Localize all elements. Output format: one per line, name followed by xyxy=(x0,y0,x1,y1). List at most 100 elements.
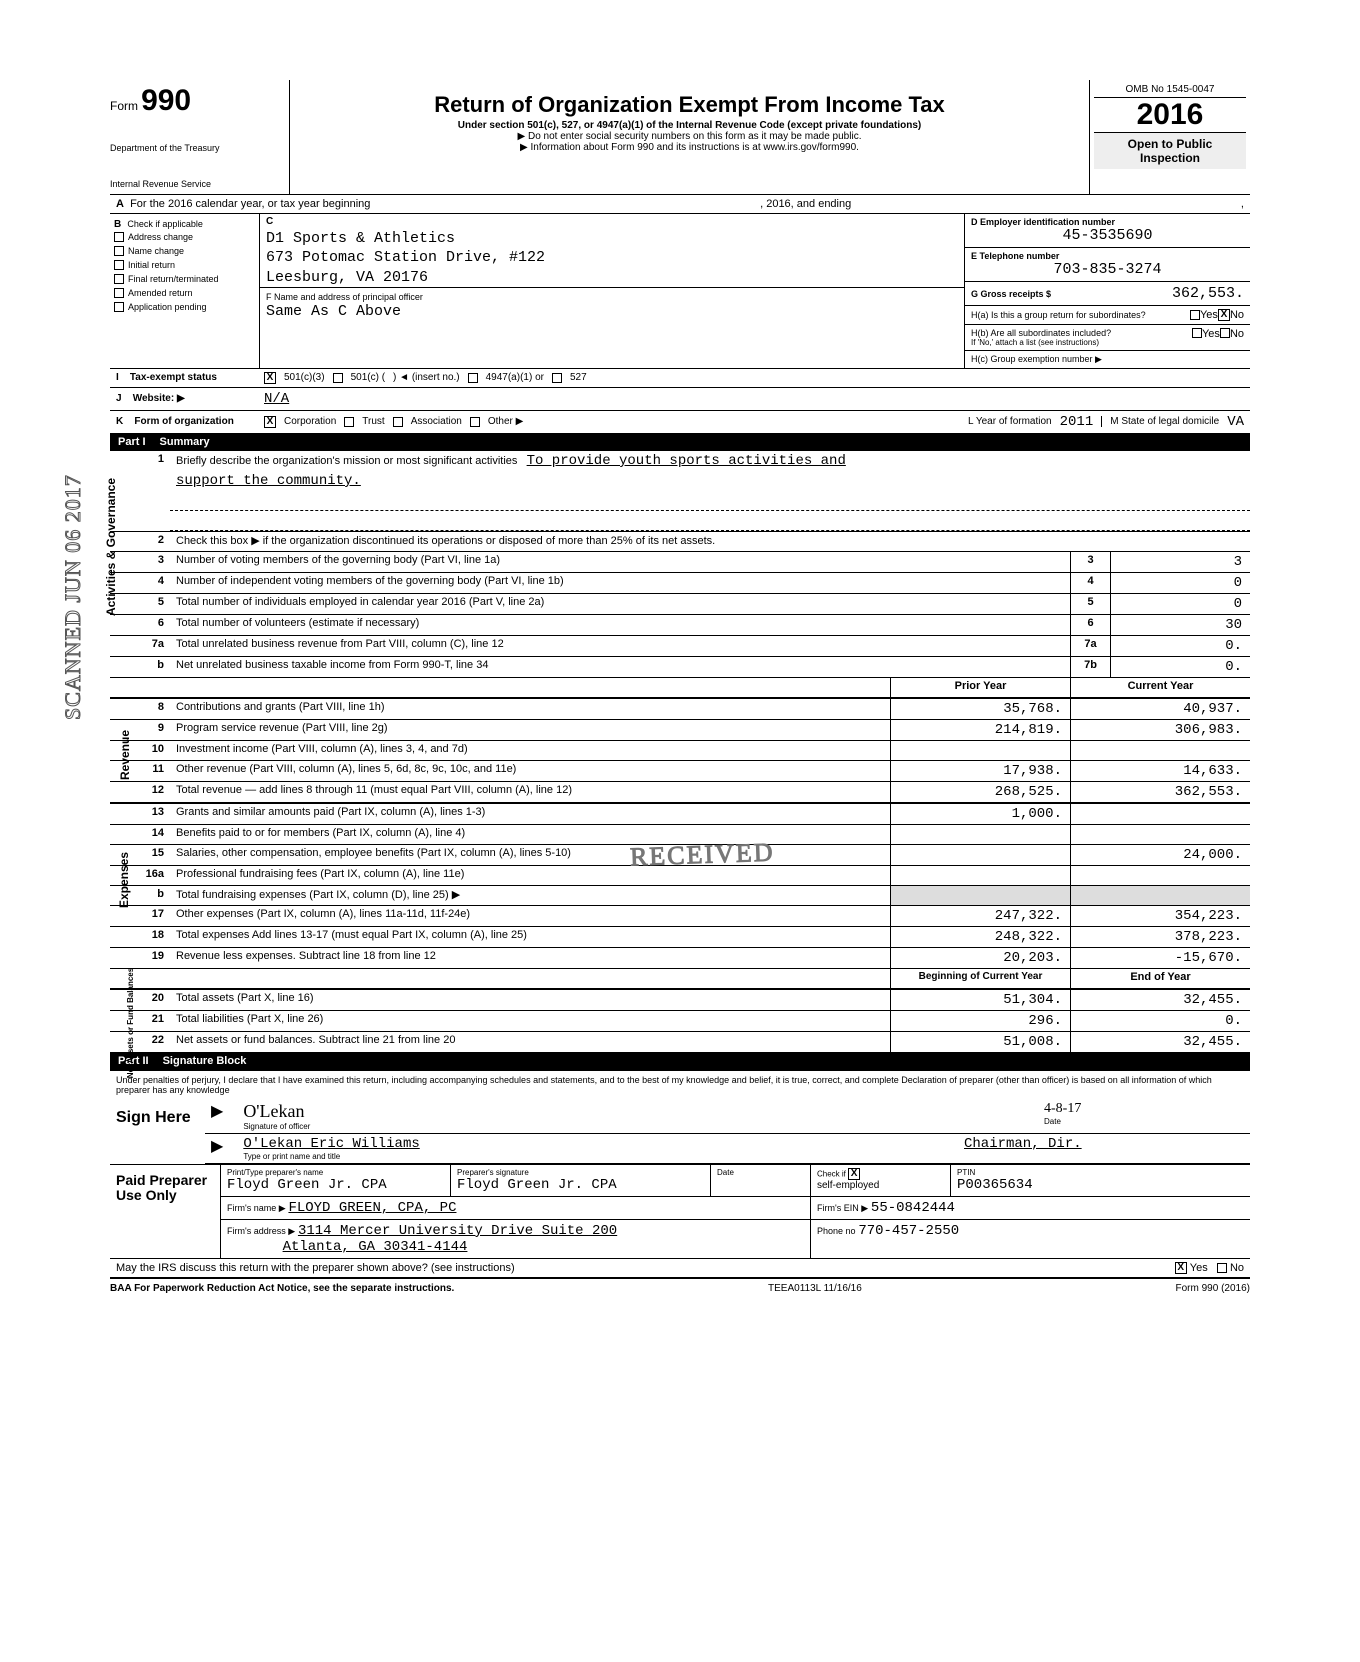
line20-curr: 32,455. xyxy=(1070,990,1250,1010)
a-label: A xyxy=(116,198,124,210)
signature-label: Signature of officer xyxy=(243,1122,1024,1131)
checkbox-icon[interactable] xyxy=(333,373,343,383)
line19-prior: 20,203. xyxy=(890,948,1070,968)
checkbox-icon[interactable] xyxy=(114,274,124,284)
cb-application-pending: Application pending xyxy=(128,302,207,312)
state-domicile-label: M State of legal domicile xyxy=(1101,416,1219,427)
checkbox-icon[interactable] xyxy=(114,288,124,298)
checkbox-icon[interactable] xyxy=(1217,1263,1227,1273)
top-grid: B Check if applicable Address change Nam… xyxy=(110,214,1250,369)
line8-curr: 40,937. xyxy=(1070,699,1250,719)
discuss-row: May the IRS discuss this return with the… xyxy=(110,1259,1250,1279)
checkbox-icon[interactable] xyxy=(552,373,562,383)
opt-association: Association xyxy=(411,416,462,427)
line18-curr: 378,223. xyxy=(1070,927,1250,947)
form-title: Return of Organization Exempt From Incom… xyxy=(300,92,1079,118)
line17-curr: 354,223. xyxy=(1070,906,1250,926)
checkbox-icon[interactable] xyxy=(114,260,124,270)
checkbox-icon[interactable] xyxy=(470,417,480,427)
header-right: OMB No 1545-0047 2016 Open to Public Ins… xyxy=(1090,80,1250,194)
checkbox-icon[interactable] xyxy=(114,232,124,242)
hb-label: H(b) Are all subordinates included? xyxy=(971,328,1192,338)
prep-h3: Date xyxy=(717,1168,804,1177)
line12-text: Total revenue — add lines 8 through 11 (… xyxy=(170,782,890,802)
hb-note: If 'No,' attach a list (see instructions… xyxy=(971,338,1192,347)
line11-prior: 17,938. xyxy=(890,761,1070,781)
check-if-applicable: Check if applicable xyxy=(127,219,203,229)
hb-no: No xyxy=(1230,328,1244,347)
line4-text: Number of independent voting members of … xyxy=(170,573,1070,593)
line16b-curr-shade xyxy=(1070,886,1250,905)
org-addr2: Leesburg, VA 20176 xyxy=(260,268,964,288)
officer-name: O'Lekan Eric Williams xyxy=(243,1136,419,1152)
f-section: F Name and address of principal officer … xyxy=(260,287,964,326)
line14-prior xyxy=(890,825,1070,844)
line10-curr xyxy=(1070,741,1250,760)
opt-527: 527 xyxy=(570,372,587,383)
part2-title: Signature Block xyxy=(163,1055,247,1067)
line17-prior: 247,322. xyxy=(890,906,1070,926)
open-line2: Inspection xyxy=(1094,151,1246,165)
k-letter: K xyxy=(116,416,123,427)
signature-block: Under penalties of perjury, I declare th… xyxy=(110,1069,1250,1164)
checkbox-icon[interactable] xyxy=(1190,310,1200,320)
current-year-header: Current Year xyxy=(1070,678,1250,697)
beg-end-header: Beginning of Current Year End of Year xyxy=(110,969,1250,989)
checkbox-icon[interactable] xyxy=(468,373,478,383)
scanned-stamp: SCANNED JUN 06 2017 xyxy=(60,474,86,720)
line13-text: Grants and similar amounts paid (Part IX… xyxy=(170,804,890,824)
checkbox-checked-icon[interactable]: X xyxy=(264,372,276,384)
line19-curr: -15,670. xyxy=(1070,948,1250,968)
line12-curr: 362,553. xyxy=(1070,782,1250,802)
line3-value: 3 xyxy=(1110,552,1250,572)
line18-text: Total expenses Add lines 13-17 (must equ… xyxy=(170,927,890,947)
opt-other: Other ▶ xyxy=(488,416,523,427)
line8-text: Contributions and grants (Part VIII, lin… xyxy=(170,699,890,719)
checkbox-icon[interactable] xyxy=(1220,328,1230,338)
checkbox-icon[interactable] xyxy=(114,246,124,256)
ein-value: 45-3535690 xyxy=(971,227,1244,244)
dash-line xyxy=(170,491,1250,511)
b-label: B xyxy=(114,219,121,230)
part1-title: Summary xyxy=(160,436,210,448)
form-line2: ▶ Do not enter social security numbers o… xyxy=(300,131,1079,142)
line21-prior: 296. xyxy=(890,1011,1070,1031)
line5-value: 0 xyxy=(1110,594,1250,614)
part2-header: Part II Signature Block xyxy=(110,1053,1250,1069)
cb-amended-return: Amended return xyxy=(128,288,193,298)
net-assets-section: Net Assets or Fund Balances 20Total asse… xyxy=(110,989,1250,1053)
checkbox-icon[interactable] xyxy=(344,417,354,427)
discuss-yes: Yes xyxy=(1190,1262,1208,1274)
cb-final-return: Final return/terminated xyxy=(128,274,219,284)
dash-line xyxy=(170,511,1250,531)
hc-label: H(c) Group exemption number ▶ xyxy=(971,354,1244,365)
line15-curr: 24,000. xyxy=(1070,845,1250,865)
beginning-year-header: Beginning of Current Year xyxy=(890,969,1070,988)
line9-curr: 306,983. xyxy=(1070,720,1250,740)
foot-mid: TEEA0113L 11/16/16 xyxy=(768,1283,862,1294)
checkbox-checked-icon[interactable]: X xyxy=(1218,309,1230,321)
preparer-left-label: Paid Preparer Use Only xyxy=(110,1165,220,1258)
line20-prior: 51,304. xyxy=(890,990,1070,1010)
sign-here-label: Sign Here xyxy=(110,1099,205,1164)
line1-value2: support the community. xyxy=(176,473,361,489)
sign-date: 4-8-17 xyxy=(1044,1101,1244,1117)
opt-501c-insert: ) ◄ (insert no.) xyxy=(393,372,460,383)
checkbox-checked-icon[interactable]: X xyxy=(848,1168,860,1180)
side-label-expenses: Expenses xyxy=(117,852,131,908)
checkbox-icon[interactable] xyxy=(393,417,403,427)
checkbox-checked-icon[interactable]: X xyxy=(264,416,276,428)
k-label: Form of organization xyxy=(134,416,233,427)
d-label: D Employer identification number xyxy=(971,217,1115,227)
firm-name: FLOYD GREEN, CPA, PC xyxy=(288,1200,456,1216)
checkbox-checked-icon[interactable]: X xyxy=(1175,1262,1187,1274)
checkbox-icon[interactable] xyxy=(1192,328,1202,338)
checkbox-icon[interactable] xyxy=(114,302,124,312)
c-label: C xyxy=(260,214,964,229)
omb-number: OMB No 1545-0047 xyxy=(1094,84,1246,98)
form-990-page: SCANNED JUN 06 2017 Form 990 Department … xyxy=(110,80,1250,1298)
revenue-section: Revenue 8Contributions and grants (Part … xyxy=(110,698,1250,803)
form-header: Form 990 Department of the Treasury Inte… xyxy=(110,80,1250,195)
line17-text: Other expenses (Part IX, column (A), lin… xyxy=(170,906,890,926)
line20-text: Total assets (Part X, line 16) xyxy=(170,990,890,1010)
